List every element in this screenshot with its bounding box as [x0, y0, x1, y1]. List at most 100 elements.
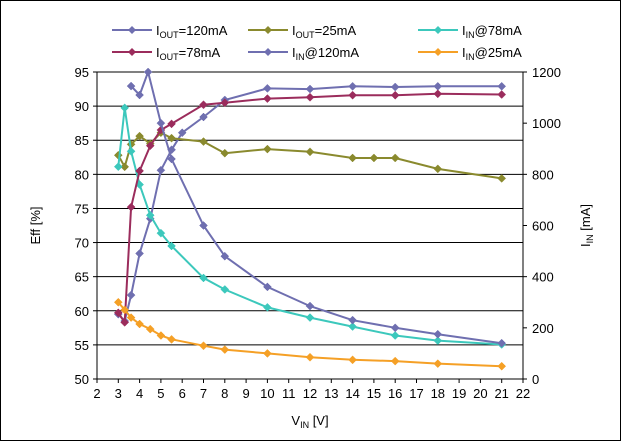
x-tick-label: 12 — [303, 386, 317, 401]
data-point — [199, 100, 208, 110]
y-axis-right: 0 200 400 600 800 1000 1200 — [523, 65, 561, 387]
data-point — [390, 323, 400, 333]
data-point — [433, 359, 443, 369]
x-tick-label: 9 — [242, 386, 249, 401]
y-right-tick-label: 1200 — [532, 65, 561, 80]
x-tick-label: 10 — [260, 386, 274, 401]
y-left-tick-label: 70 — [75, 236, 89, 251]
legend-marker — [128, 26, 136, 34]
data-point — [156, 118, 166, 128]
data-point — [167, 154, 176, 164]
data-point — [199, 112, 208, 122]
data-point — [120, 318, 130, 327]
legend-item-1: IOUT=120mA — [112, 23, 228, 40]
data-point — [167, 241, 176, 251]
data-point — [220, 98, 230, 108]
data-point — [497, 174, 507, 183]
data-point — [263, 94, 272, 103]
data-point — [120, 162, 130, 172]
data-point — [156, 165, 166, 175]
data-point — [348, 355, 357, 365]
x-tick-label: 5 — [157, 386, 164, 401]
data-point — [433, 89, 443, 99]
y-axis-left-title: Eff [%] — [28, 206, 43, 244]
y-left-tick-label: 65 — [75, 270, 89, 285]
y-left-tick-label: 50 — [75, 372, 89, 387]
x-tick-label: 15 — [367, 386, 381, 401]
legend-item-6: IIN@25mA — [418, 45, 522, 62]
data-point — [390, 153, 400, 163]
x-tick-label: 21 — [494, 386, 508, 401]
data-point — [305, 301, 315, 311]
x-tick-label: 16 — [388, 386, 402, 401]
data-point — [120, 305, 130, 315]
data-point — [348, 315, 357, 325]
x-tick-label: 8 — [221, 386, 228, 401]
data-point — [220, 148, 230, 158]
x-tick-label: 14 — [345, 386, 359, 401]
data-point — [220, 285, 230, 294]
data-point — [177, 128, 187, 138]
data-point — [126, 202, 136, 212]
data-point — [390, 82, 400, 92]
data-point — [497, 338, 507, 348]
y-left-tick-label: 85 — [75, 133, 89, 148]
legend-label: IOUT=25mA — [292, 23, 357, 40]
series-1 — [113, 81, 507, 326]
data-point — [497, 361, 507, 371]
data-point — [135, 319, 144, 329]
data-point — [167, 119, 176, 129]
data-point — [305, 352, 315, 362]
data-point — [263, 349, 272, 358]
series-5 — [126, 67, 507, 348]
series-layer — [113, 67, 507, 371]
x-tick-label: 19 — [452, 386, 466, 401]
data-point — [433, 336, 443, 345]
legend-marker — [434, 26, 442, 34]
data-point — [199, 273, 208, 283]
data-point — [305, 84, 315, 94]
data-point — [113, 297, 123, 307]
x-axis-title: VIN [V] — [291, 413, 328, 430]
data-point — [167, 334, 176, 344]
y-right-tick-label: 1000 — [532, 116, 561, 131]
data-point — [126, 146, 136, 156]
legend-marker — [264, 48, 272, 56]
data-point — [135, 131, 144, 141]
y-left-tick-label: 55 — [75, 338, 89, 353]
data-point — [120, 103, 130, 113]
x-tick-label: 22 — [516, 386, 530, 401]
x-tick-label: 17 — [409, 386, 423, 401]
x-tick-label: 3 — [115, 386, 122, 401]
data-point — [263, 303, 272, 312]
legend: IOUT=120mA IOUT=25mA IIN@78mA IOUT=78mA IIN@… — [112, 23, 522, 62]
data-point — [390, 90, 400, 100]
data-point — [348, 153, 357, 163]
legend-label: IIN@25mA — [462, 45, 522, 62]
data-point — [305, 92, 315, 102]
series-6 — [113, 297, 507, 371]
legend-item-3: IIN@78mA — [418, 23, 522, 40]
data-point — [145, 210, 155, 220]
legend-marker — [128, 48, 136, 56]
y-right-tick-label: 800 — [532, 167, 554, 182]
data-point — [113, 308, 123, 318]
x-tick-label: 13 — [324, 386, 338, 401]
data-point — [433, 164, 443, 174]
legend-label: IOUT=120mA — [156, 23, 228, 40]
data-point — [199, 137, 208, 146]
y-right-tick-label: 200 — [532, 321, 554, 336]
data-point — [369, 153, 379, 163]
data-point — [145, 141, 155, 151]
data-point — [135, 249, 144, 258]
x-tick-label: 7 — [200, 386, 207, 401]
data-point — [126, 313, 136, 322]
data-point — [167, 133, 176, 143]
data-point — [305, 147, 315, 157]
y-left-tick-label: 75 — [75, 201, 89, 216]
data-point — [156, 331, 166, 340]
legend-label: IIN@120mA — [292, 45, 359, 62]
data-point — [220, 251, 230, 261]
legend-label: IIN@78mA — [462, 23, 522, 40]
legend-item-5: IIN@120mA — [248, 45, 359, 62]
